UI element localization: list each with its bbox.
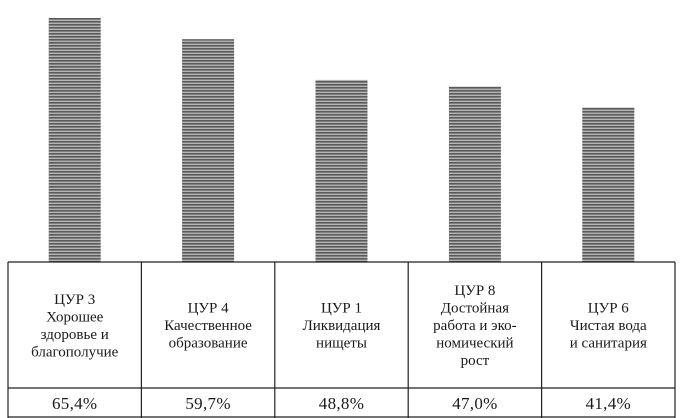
value-label-5: 41,4% bbox=[586, 394, 631, 413]
bars-layer bbox=[48, 18, 635, 263]
category-label-line: рост bbox=[461, 353, 490, 369]
category-label-line: Качественное bbox=[164, 318, 252, 334]
category-label-line: ЦУР 1 bbox=[321, 301, 362, 317]
bar-1 bbox=[48, 18, 101, 262]
category-label-5: ЦУР 6 Чистая вода и санитария bbox=[570, 301, 647, 352]
category-label-line: образование bbox=[169, 336, 248, 352]
category-label-line: номический bbox=[436, 336, 513, 352]
category-label-line: здоровье и bbox=[41, 327, 109, 343]
category-label-line: Ликвидация bbox=[303, 318, 381, 334]
category-label-2: ЦУР 4 Качественное образование bbox=[164, 301, 252, 352]
category-label-line: благополучие bbox=[31, 344, 119, 360]
category-label-line: ЦУР 4 bbox=[188, 301, 230, 317]
category-label-line: ЦУР 3 bbox=[54, 292, 95, 308]
category-label-line: нищеты bbox=[316, 336, 367, 352]
category-label-3: ЦУР 1 Ликвидация нищеты bbox=[303, 301, 381, 352]
value-label-1: 65,4% bbox=[52, 394, 97, 413]
value-label-2: 59,7% bbox=[185, 394, 230, 413]
category-label-line: ЦУР 8 bbox=[454, 283, 495, 299]
value-label-4: 47,0% bbox=[452, 394, 497, 413]
bar-4 bbox=[448, 86, 501, 262]
category-label-line: ЦУР 6 bbox=[588, 301, 630, 317]
bar-3 bbox=[315, 79, 368, 263]
bar-2 bbox=[182, 39, 235, 263]
bar-5 bbox=[582, 107, 635, 262]
category-label-4: ЦУР 8 Достойная работа и эко-номический рос… bbox=[433, 283, 516, 369]
category-label-line: Достойная bbox=[441, 301, 509, 317]
category-label-1: ЦУР 3 Хорошее здоровье и благополучие bbox=[31, 292, 119, 361]
category-label-line: Чистая вода bbox=[570, 318, 647, 334]
category-label-line: работа и эко- bbox=[433, 318, 516, 334]
category-label-line: Хорошее bbox=[46, 309, 104, 325]
category-label-line: и санитария bbox=[570, 336, 647, 352]
value-label-3: 48,8% bbox=[319, 394, 364, 413]
